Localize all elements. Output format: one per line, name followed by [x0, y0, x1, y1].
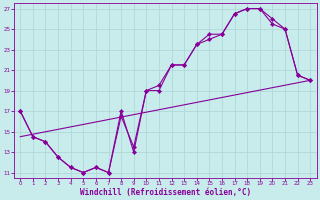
X-axis label: Windchill (Refroidissement éolien,°C): Windchill (Refroidissement éolien,°C)	[80, 188, 251, 197]
